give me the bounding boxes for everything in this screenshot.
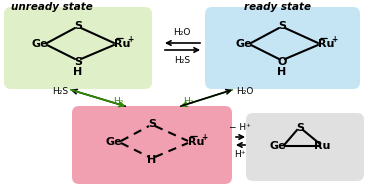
Text: H₂O: H₂O [173, 28, 191, 37]
Text: S: S [278, 21, 286, 31]
Text: +: + [127, 36, 133, 44]
Text: Ge: Ge [270, 141, 286, 151]
Text: H⁺: H⁺ [234, 150, 246, 159]
Text: +: + [331, 36, 337, 44]
FancyBboxPatch shape [246, 113, 364, 181]
Text: Ru: Ru [314, 141, 330, 151]
Text: S: S [74, 21, 82, 31]
Text: S: S [296, 123, 304, 133]
Text: Ge: Ge [236, 39, 252, 49]
Text: +: + [201, 133, 207, 143]
Text: H₂: H₂ [113, 97, 123, 105]
Text: Ge: Ge [32, 39, 48, 49]
Text: Ru: Ru [188, 137, 204, 147]
Text: Ge: Ge [106, 137, 122, 147]
Text: H₂: H₂ [183, 97, 193, 105]
Text: H: H [73, 67, 83, 77]
Text: − H⁺: − H⁺ [229, 123, 251, 132]
Text: H₂O: H₂O [236, 88, 254, 97]
Text: unready state: unready state [11, 2, 93, 12]
Text: Ru: Ru [114, 39, 130, 49]
Text: S: S [148, 119, 156, 129]
Text: H: H [147, 155, 157, 165]
Text: O: O [277, 57, 287, 67]
FancyBboxPatch shape [4, 7, 152, 89]
FancyBboxPatch shape [72, 106, 232, 184]
Text: H: H [278, 67, 287, 77]
Text: H₂S: H₂S [52, 88, 68, 97]
Text: S: S [74, 57, 82, 67]
FancyBboxPatch shape [205, 7, 360, 89]
Text: ready state: ready state [244, 2, 312, 12]
Text: Ru: Ru [318, 39, 334, 49]
Text: H₂S: H₂S [174, 56, 190, 65]
